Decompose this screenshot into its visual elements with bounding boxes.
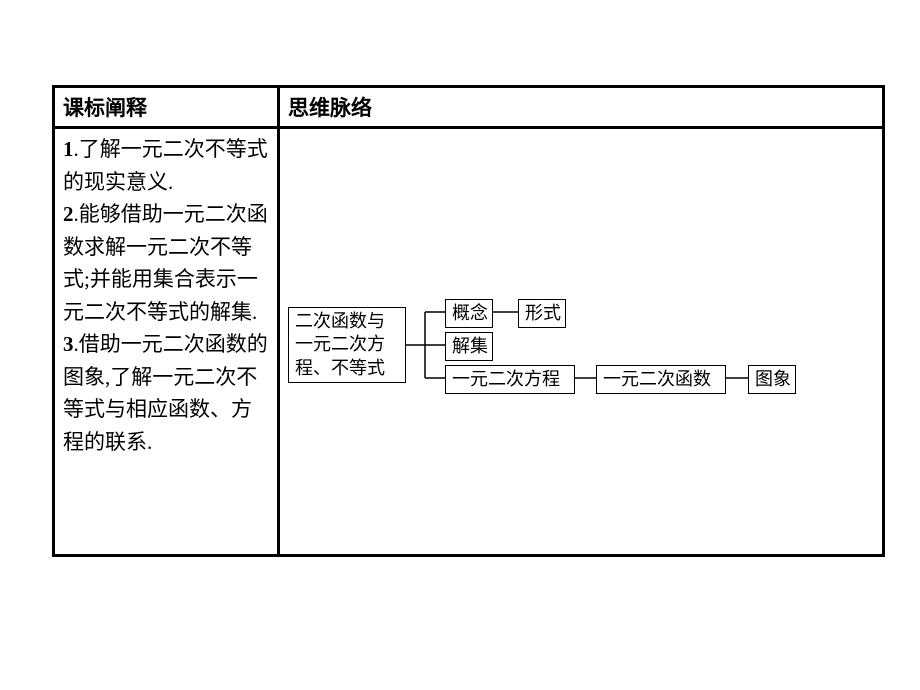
objectives-list: 1.了解一元二次不等式的现实意义.2.能够借助一元二次函数求解一元二次不等式;并… [63, 133, 269, 458]
node-root: 二次函数与一元二次方程、不等式 [288, 307, 406, 383]
node-eq: 一元二次方程 [445, 365, 575, 394]
node-func: 一元二次函数 [596, 365, 726, 394]
objective-item: 3.借助一元二次函数的图象,了解一元二次不等式与相应函数、方程的联系. [63, 328, 269, 458]
header-left: 课标阐释 [54, 87, 279, 128]
header-left-text: 课标阐释 [63, 96, 147, 120]
node-solution: 解集 [445, 332, 493, 361]
concept-map: 二次函数与一元二次方程、不等式 概念形式解集一元二次方程一元二次函数图象 [280, 129, 882, 554]
objective-item: 1.了解一元二次不等式的现实意义. [63, 133, 269, 198]
node-concept: 概念 [445, 299, 493, 328]
header-right-text: 思维脉络 [288, 96, 372, 120]
node-graph: 图象 [748, 365, 796, 394]
objective-text: .借助一元二次函数的图象,了解一元二次不等式与相应函数、方程的联系. [63, 332, 268, 454]
objective-number: 2 [63, 202, 74, 226]
objective-number: 1 [63, 137, 74, 161]
header-right: 思维脉络 [279, 87, 884, 128]
layout-table: 课标阐释 思维脉络 1.了解一元二次不等式的现实意义.2.能够借助一元二次函数求… [52, 85, 885, 557]
objectives-cell: 1.了解一元二次不等式的现实意义.2.能够借助一元二次函数求解一元二次不等式;并… [54, 128, 279, 556]
objective-text: .了解一元二次不等式的现实意义. [63, 137, 268, 194]
diagram-cell: 二次函数与一元二次方程、不等式 概念形式解集一元二次方程一元二次函数图象 [279, 128, 884, 556]
objective-item: 2.能够借助一元二次函数求解一元二次不等式;并能用集合表示一元二次不等式的解集. [63, 198, 269, 328]
node-form: 形式 [518, 299, 566, 328]
objective-text: .能够借助一元二次函数求解一元二次不等式;并能用集合表示一元二次不等式的解集. [63, 202, 268, 324]
objective-number: 3 [63, 332, 74, 356]
